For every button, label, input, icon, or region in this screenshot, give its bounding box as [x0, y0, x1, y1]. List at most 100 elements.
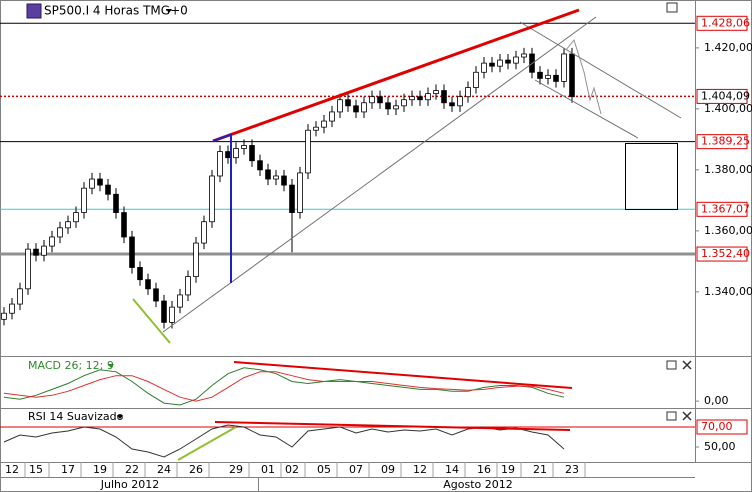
candle-body: [97, 178, 103, 186]
candle-body: [433, 90, 439, 95]
y-tick-label: 1.400,00: [704, 102, 752, 115]
candle-body: [153, 288, 159, 302]
x-tick-label: 22: [125, 463, 139, 476]
menu-arrow[interactable]: [117, 415, 123, 419]
flag-line[interactable]: [212, 133, 233, 142]
candle-body: [289, 184, 295, 213]
level-label-box: [696, 246, 748, 262]
level-label: 70,00: [701, 420, 733, 433]
candle-body: [161, 300, 167, 323]
candle-body: [353, 105, 359, 113]
rsi-title[interactable]: RSI 14 Suavizado: [28, 410, 124, 423]
channel-line[interactable]: [519, 21, 682, 119]
x-tick-label: 24: [157, 463, 171, 476]
resistance-line[interactable]: [212, 8, 580, 143]
drawings: [132, 8, 682, 461]
candle-body: [441, 90, 447, 104]
candle-body: [489, 62, 495, 67]
chart-title[interactable]: SP500.I 4 Horas TMG+0: [44, 4, 188, 18]
candle-body: [457, 96, 463, 107]
menu-arrow[interactable]: [108, 364, 114, 368]
candle-body: [89, 178, 95, 189]
maximize-button[interactable]: [666, 2, 678, 13]
candle-body: [561, 53, 567, 82]
month-label: Julho 2012: [100, 478, 159, 491]
candle-body: [201, 221, 207, 244]
candle-body: [281, 175, 287, 186]
candle-body: [481, 62, 487, 73]
candle-body: [105, 184, 111, 195]
x-tick-label: 02: [285, 463, 299, 476]
candle-body: [553, 74, 559, 82]
candle-body: [569, 53, 575, 98]
candle-body: [513, 56, 519, 64]
x-tick-label: 29: [229, 463, 243, 476]
candle-body: [121, 212, 127, 238]
candle-body: [241, 145, 247, 149]
y-tick-label: 1.380,00: [704, 163, 752, 176]
panel-buttons: [666, 360, 692, 421]
rsi-divergence-line[interactable]: [214, 421, 571, 431]
level-label: 1.367,07: [701, 202, 750, 215]
level-label-box: [696, 419, 748, 435]
candle-body: [209, 175, 215, 223]
x-tick-label: 15: [29, 463, 43, 476]
candle-body: [337, 99, 343, 113]
trend-line[interactable]: [162, 16, 597, 333]
indicator-line: [3, 367, 565, 406]
close-button[interactable]: [682, 411, 692, 421]
rsi-support-line[interactable]: [177, 426, 237, 461]
macd-divergence-line[interactable]: [233, 361, 573, 389]
level-label: 1.428,06: [701, 16, 750, 29]
candle-body: [265, 169, 271, 180]
x-tick-label: 07: [349, 463, 363, 476]
candle-body: [257, 160, 263, 171]
y-tick-label: 1.420,00: [704, 41, 752, 54]
candle-body: [321, 120, 327, 128]
symbol-icon[interactable]: [26, 3, 42, 19]
channel-line[interactable]: [534, 79, 639, 139]
level-label-box: [696, 15, 748, 31]
candle-body: [393, 105, 399, 110]
x-tick-label: 19: [93, 463, 107, 476]
plot-area: 1.420,00 1.400,00 1.380,00 1.360,00 1.340,00…: [0, 15, 752, 491]
maximize-button[interactable]: [666, 411, 677, 421]
rectangle-drawing[interactable]: [625, 143, 678, 210]
candle-body: [521, 53, 527, 58]
candle-body: [545, 74, 551, 79]
x-tick-label: 01: [261, 463, 275, 476]
candle-body: [497, 59, 503, 67]
maximize-button[interactable]: [666, 360, 677, 370]
candle-body: [249, 145, 255, 162]
candle-body: [145, 279, 151, 290]
candle-body: [73, 212, 79, 223]
macd-title[interactable]: MACD 26; 12; 9: [28, 359, 114, 372]
candle-body: [129, 236, 135, 268]
menu-arrow[interactable]: [166, 9, 172, 13]
candle-body: [297, 172, 303, 213]
level-label: 1.389,25: [701, 135, 750, 148]
x-tick-label: 19: [501, 463, 515, 476]
candle-body: [17, 288, 23, 305]
candle-body: [49, 236, 55, 247]
candle-body: [217, 151, 223, 177]
candle-body: [409, 96, 415, 101]
x-tick-label: 09: [381, 463, 395, 476]
x-tick-label: 12: [413, 463, 427, 476]
candle-body: [465, 87, 471, 98]
close-button[interactable]: [682, 360, 692, 370]
divergence-line[interactable]: [132, 298, 171, 344]
candle-body: [385, 102, 391, 110]
candle-body: [137, 267, 143, 281]
y-tick-label: 50,00: [704, 440, 736, 453]
y-tick-label: 1.360,00: [704, 224, 752, 237]
candle-body: [369, 96, 375, 104]
candle-body: [169, 306, 175, 323]
x-tick-label: 26: [189, 463, 203, 476]
candle-body: [1, 312, 7, 320]
candle-body: [473, 71, 479, 88]
candle-body: [417, 96, 423, 101]
projection-line[interactable]: [565, 38, 602, 115]
month-label: Agosto 2012: [443, 478, 513, 491]
